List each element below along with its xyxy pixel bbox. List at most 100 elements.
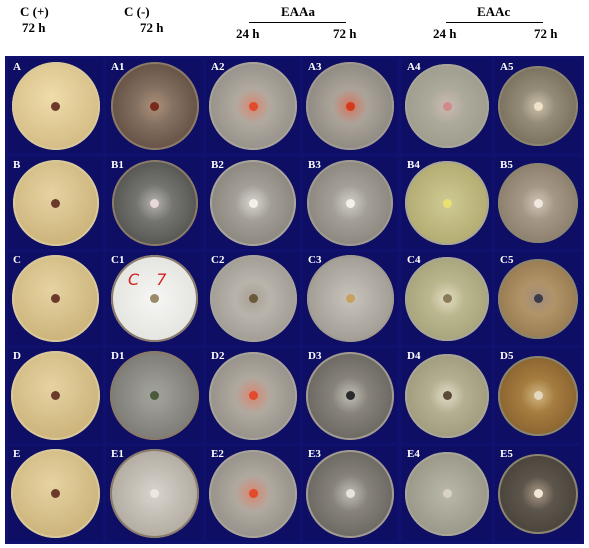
dish-cell-c5: C5 [495,252,581,345]
dish-cell-d4: D4 [402,348,492,443]
fungal-colony [150,101,159,111]
panel-label: E3 [308,448,321,460]
fungal-colony [533,294,543,303]
dish-cell-b4: B4 [402,157,492,249]
dish-cell-e4: E4 [402,446,492,541]
dish-cell-c1: C 7 C1 [106,252,203,345]
panel-label: E [13,448,21,460]
panel-label: C [13,254,21,266]
petri-dish-grid: A A1 A2 A3 A4 A5 B B1 B2 B3 B4 B5 C C 7 C1 C2 C3 C4 C5 D D1 D… [5,56,584,544]
dish-cell-b5: B5 [495,157,581,249]
handwritten-dish-note: C 7 [128,270,173,289]
fungal-colony [150,198,159,208]
header-c-pos: C (+) [20,4,49,19]
fungal-colony [442,489,452,498]
fungal-colony [345,391,355,400]
panel-label: B4 [407,159,420,171]
fungal-colony [345,489,355,498]
panel-label: A2 [211,61,225,73]
panel-label: D1 [111,350,125,362]
fungal-colony [248,294,258,303]
dish-cell-e3: E3 [303,446,397,541]
dish-cell-e1: E1 [106,446,203,541]
panel-label: E2 [211,448,224,460]
panel-label: C2 [211,254,225,266]
panel-label: D2 [211,350,225,362]
panel-label: C1 [111,254,125,266]
header-eaac: EAAc [477,4,511,19]
panel-label: A5 [500,61,514,73]
dish-cell-b2: B2 [206,157,300,249]
dish-cell-d3: D3 [303,348,397,443]
fungal-colony [442,294,452,303]
fungal-colony [442,101,452,111]
panel-label: B3 [308,159,321,171]
header-eaac-underline [446,22,543,23]
dish-cell-a1: A1 [106,59,203,153]
dish-cell-d2: D2 [206,348,300,443]
dish-cell-a3: A3 [303,59,397,153]
dish-cell-a2: A2 [206,59,300,153]
fungal-colony [51,294,60,303]
fungal-colony [248,198,258,208]
dish-cell-e5: E5 [495,446,581,541]
fungal-colony [248,489,258,498]
panel-label: A [13,61,21,73]
panel-label: C3 [308,254,322,266]
panel-label: E4 [407,448,420,460]
panel-label: E5 [500,448,513,460]
panel-label: B1 [111,159,124,171]
fungal-colony [150,391,159,400]
fungal-colony [150,294,159,303]
header-eaac-72h: 72 h [534,26,558,41]
dish-cell-c3: C3 [303,252,397,345]
fungal-colony [345,294,355,303]
panel-label: C4 [407,254,421,266]
dish-cell-a5: A5 [495,59,581,153]
dish-cell-d5: D5 [495,348,581,443]
fungal-colony [442,198,452,208]
dish-cell-c: C [8,252,103,345]
panel-label: B [13,159,21,171]
header-c-neg: C (-) [124,4,150,19]
panel-label: A3 [308,61,322,73]
panel-label: D5 [500,350,514,362]
fungal-colony [51,198,60,208]
fungal-colony [150,489,159,498]
fungal-colony [533,391,543,400]
header-eaaa-underline [249,22,346,23]
dish-cell-c4: C4 [402,252,492,345]
dish-cell-a: A [8,59,103,153]
dish-cell-d: D [8,348,103,443]
header-eaaa-24h: 24 h [236,26,260,41]
fungal-colony [533,489,543,498]
dish-cell-e: E [8,446,103,541]
fungal-colony [51,101,60,111]
panel-label: D3 [308,350,322,362]
panel-label: D [13,350,21,362]
dish-cell-b3: B3 [303,157,397,249]
panel-label: C5 [500,254,514,266]
panel-label: A1 [111,61,125,73]
fungal-colony [442,391,452,400]
fungal-colony [345,198,355,208]
header-eaaa-72h: 72 h [333,26,357,41]
fungal-colony [248,101,258,111]
fungal-colony [51,489,60,498]
panel-label: E1 [111,448,124,460]
panel-label: B2 [211,159,224,171]
dish-cell-a4: A4 [402,59,492,153]
header-eaaa: EAAa [281,4,315,19]
dish-cell-d1: D1 [106,348,203,443]
dish-cell-c2: C2 [206,252,300,345]
fungal-colony [533,101,543,111]
fungal-colony [345,101,355,111]
panel-label: A4 [407,61,421,73]
dish-cell-b: B [8,157,103,249]
header-c-neg-time: 72 h [140,20,164,35]
dish-cell-b1: B1 [106,157,203,249]
panel-label: D4 [407,350,421,362]
panel-label: B5 [500,159,513,171]
fungal-colony [248,391,258,400]
header-eaac-24h: 24 h [433,26,457,41]
